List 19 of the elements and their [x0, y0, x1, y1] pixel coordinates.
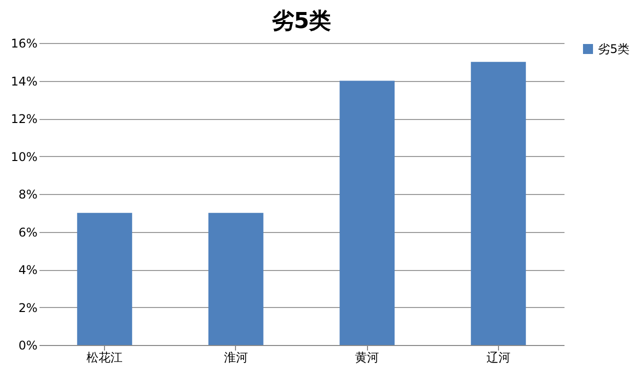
- bar: [77, 212, 132, 345]
- legend-label: 劣5类: [598, 42, 630, 56]
- x-tick-label: 辽河: [486, 350, 510, 364]
- y-tick-label: 12%: [10, 112, 38, 126]
- bar: [340, 80, 395, 345]
- y-tick-label: 0%: [18, 338, 38, 352]
- y-tick-label: 6%: [18, 225, 38, 240]
- y-tick-label: 14%: [10, 74, 38, 88]
- y-tick-label: 2%: [18, 300, 38, 315]
- y-tick-label: 8%: [18, 188, 38, 202]
- y-tick-label: 4%: [18, 263, 38, 277]
- bar: [208, 212, 264, 345]
- y-tick-label: 10%: [10, 150, 38, 164]
- y-tick-label: 16%: [10, 36, 38, 50]
- x-tick-label: 淮河: [224, 350, 248, 364]
- x-tick-label: 黄河: [355, 350, 380, 364]
- chart-title: 劣5类: [270, 9, 332, 34]
- x-tick-label: 松花江: [86, 350, 123, 364]
- bar: [470, 62, 526, 345]
